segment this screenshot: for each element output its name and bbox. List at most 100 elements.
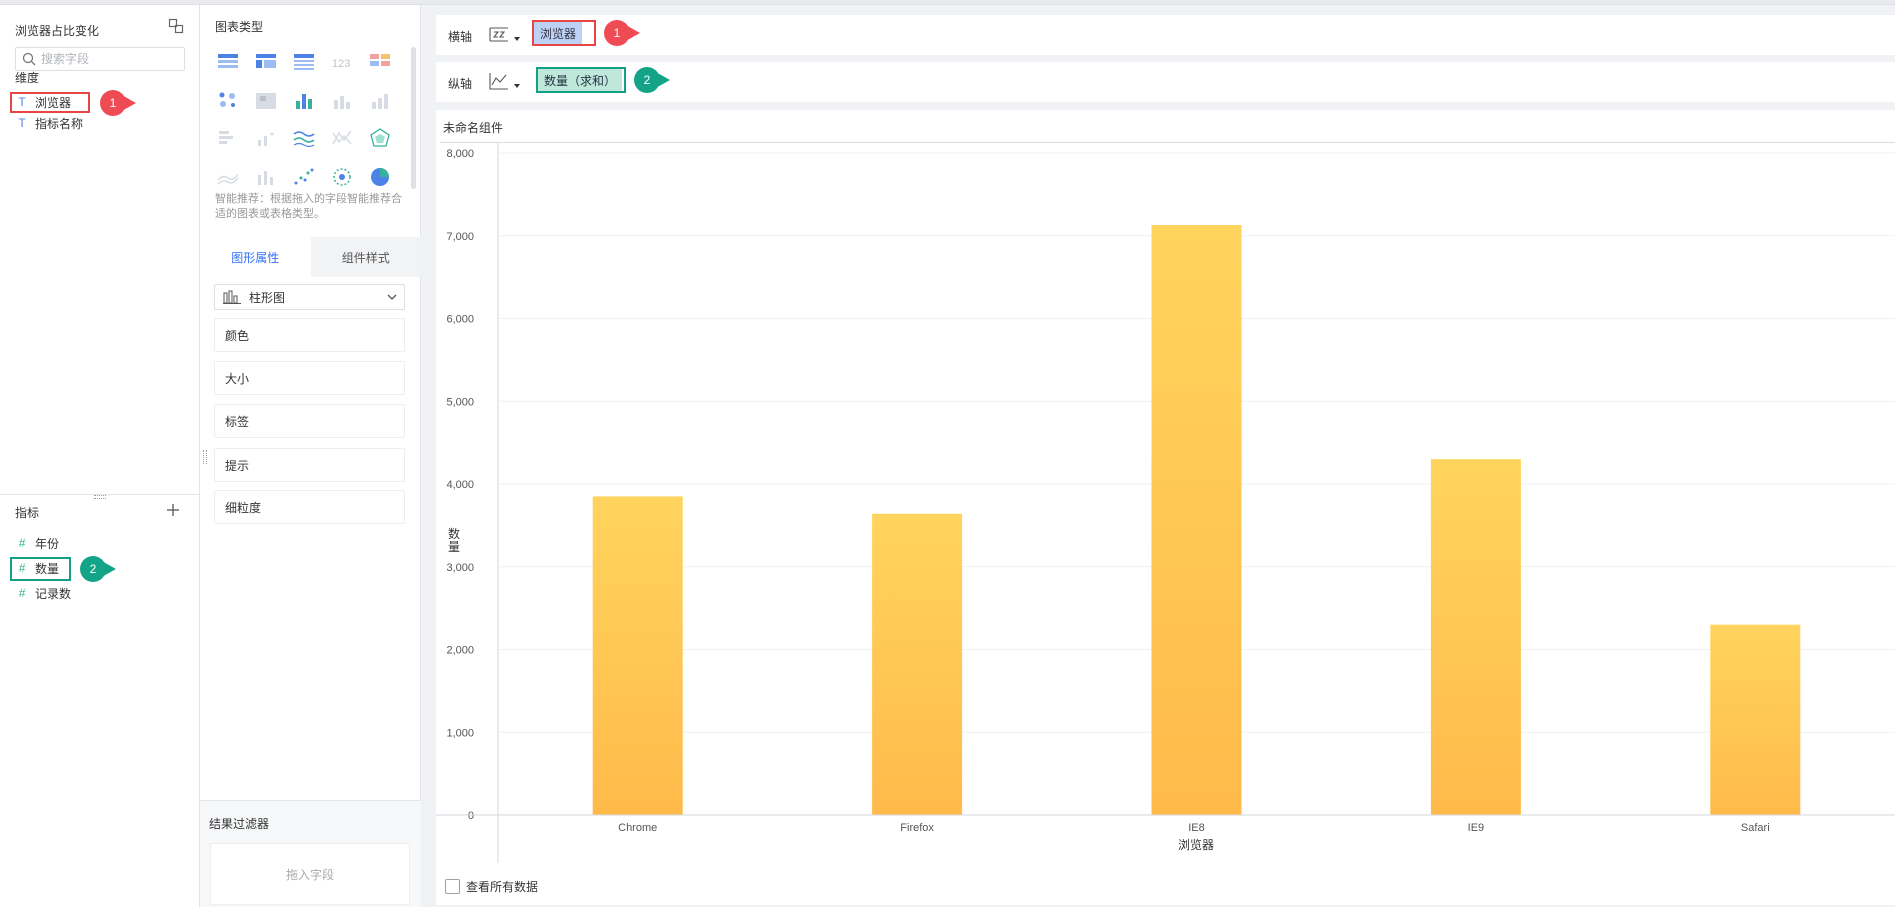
view-all-label: 查看所有数据 [466, 880, 539, 894]
panel-divider [0, 494, 199, 495]
y-tick-label: 7,000 [446, 231, 474, 243]
caret-down-icon[interactable] [514, 84, 520, 88]
callout-number: 2 [80, 556, 106, 582]
text-type-icon: T [18, 95, 26, 109]
number-type-icon: # [18, 586, 26, 600]
line-chart-icon[interactable] [292, 127, 316, 149]
callout-x: 1 [604, 20, 640, 46]
scrollbar[interactable] [411, 47, 416, 189]
field-record-count[interactable]: # 记录数 [13, 582, 71, 604]
x-axis-title: 浏览器 [1178, 837, 1214, 852]
y-tick-label: 5,000 [446, 396, 474, 408]
tab-component-style[interactable]: 组件样式 [341, 250, 390, 265]
kpi-number-icon[interactable]: 123 [330, 51, 354, 73]
highlight-box-x [532, 20, 596, 46]
title-divider [440, 142, 1895, 143]
view-all-checkbox[interactable] [445, 879, 460, 894]
y-tick-label: 8,000 [446, 148, 474, 160]
top-strip [0, 0, 1895, 5]
x-tick-label: IE9 [1468, 822, 1485, 834]
data-panel: 浏览器占比变化 维度 T 浏览器 1 T 指标名称 指标 # 年份 # 数量 [0, 5, 200, 907]
bar-safari[interactable] [1710, 624, 1801, 815]
view-all-data[interactable]: 查看所有数据 [445, 878, 538, 895]
property-granularity[interactable]: 细粒度 [214, 490, 405, 524]
add-measure-icon[interactable] [166, 503, 180, 517]
field-label: 年份 [35, 536, 60, 551]
map-icon[interactable] [254, 90, 278, 112]
bar-firefox[interactable] [872, 513, 963, 815]
y-tick-label: 4,000 [446, 479, 474, 491]
y-tick-label: 2,000 [446, 645, 474, 657]
measure-header: 指标 [15, 506, 40, 520]
caret-down-icon[interactable] [514, 37, 520, 41]
bar-chart-icon[interactable] [368, 90, 392, 112]
column-chart-icon[interactable] [330, 90, 354, 112]
scatter-chart-icon[interactable] [292, 166, 316, 188]
x-tick-label: Chrome [618, 822, 657, 834]
scatter-bar-icon[interactable] [254, 127, 278, 149]
pie-chart-icon[interactable] [368, 166, 392, 188]
field-quantity[interactable]: # 数量 [13, 557, 59, 579]
field-label: 浏览器 [35, 95, 72, 110]
stacked-bar-icon[interactable] [216, 127, 240, 149]
svg-text:123: 123 [332, 58, 350, 70]
field-label: 记录数 [35, 586, 72, 601]
radar-chart-icon[interactable] [368, 127, 392, 149]
highlight-box-y [536, 67, 626, 93]
chevron-down-icon [387, 294, 397, 300]
grouped-bar-icon[interactable] [292, 90, 316, 112]
area-chart-icon[interactable] [216, 166, 240, 188]
property-color[interactable]: 颜色 [214, 318, 405, 352]
rose-chart-icon[interactable] [330, 166, 354, 188]
panel-resize-handle[interactable] [203, 450, 207, 464]
column-chart-icon [223, 290, 241, 304]
x-tick-label: IE8 [1188, 822, 1205, 834]
tab-graphic-properties[interactable]: 图形属性 [200, 237, 311, 277]
callout-y: 2 [634, 67, 670, 93]
y-tick-label: 6,000 [446, 314, 474, 326]
resize-handle[interactable] [94, 495, 106, 499]
field-metric-name[interactable]: T 指标名称 [13, 112, 83, 134]
x-axis-field-pill[interactable]: 浏览器 [534, 22, 583, 44]
number-type-icon: # [18, 536, 26, 550]
result-filter-section: 结果过滤器 拖入字段 [200, 800, 421, 907]
detail-table-icon[interactable] [292, 51, 316, 73]
filter-drop-zone[interactable]: 拖入字段 [210, 843, 410, 905]
combo-chart-icon[interactable] [254, 166, 278, 188]
field-year[interactable]: # 年份 [13, 532, 59, 554]
callout-2: 2 [80, 556, 116, 582]
y-axis-title: 数量 [448, 526, 460, 554]
property-size[interactable]: 大小 [214, 361, 405, 395]
widget-title: 未命名组件 [443, 121, 504, 135]
bar-chrome[interactable] [592, 496, 683, 815]
dimension-header: 维度 [15, 71, 40, 85]
property-label[interactable]: 标签 [214, 404, 405, 438]
field-browser[interactable]: T 浏览器 [13, 91, 71, 113]
y-tick-label: 0 [468, 810, 474, 822]
bar-ie8[interactable] [1151, 224, 1242, 815]
y-axis-label: 纵轴 [448, 77, 473, 91]
range-chart-icon[interactable] [330, 127, 354, 149]
search-input[interactable] [41, 50, 181, 68]
chart-type-title: 图表类型 [215, 20, 264, 34]
x-tick-label: Firefox [900, 822, 934, 834]
property-tooltip[interactable]: 提示 [214, 448, 405, 482]
field-label: 指标名称 [35, 116, 84, 131]
field-search[interactable] [15, 47, 185, 71]
dimension-sort-icon[interactable] [488, 24, 510, 44]
measure-line-icon[interactable] [488, 71, 510, 91]
switch-dataset-icon[interactable] [168, 18, 184, 34]
callout-1: 1 [100, 90, 136, 116]
bubble-map-icon[interactable] [216, 90, 240, 112]
text-type-icon: T [18, 116, 26, 130]
y-axis-field-pill[interactable]: 数量（求和） [538, 69, 623, 91]
chart-type-select[interactable]: 柱形图 [214, 284, 405, 310]
cross-table-icon[interactable] [254, 51, 278, 73]
smart-recommend-hint: 智能推荐：根据拖入的字段智能推荐合适的图表或表格类型。 [215, 193, 402, 220]
y-axis-bar: 纵轴 数量（求和） 2 [436, 62, 1895, 102]
callout-number: 2 [634, 67, 660, 93]
bar-ie9[interactable] [1430, 459, 1521, 815]
table-icon[interactable] [216, 51, 240, 73]
chart-type-panel: 图表类型 123 智能推荐：根据拖入的字段智能推荐合适的图表或表格类型。 图形属… [200, 5, 421, 907]
colored-table-icon[interactable] [368, 51, 392, 73]
